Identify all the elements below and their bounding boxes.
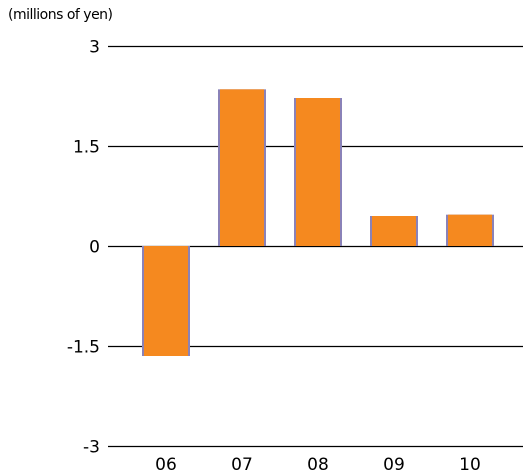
bar	[448, 214, 492, 246]
y-tick-label: -1.5	[67, 338, 100, 358]
bar	[144, 246, 188, 356]
bar	[220, 89, 264, 246]
y-tick-label: 0	[89, 238, 100, 258]
x-tick-label: 10	[459, 455, 481, 475]
x-tick-label: 06	[155, 455, 177, 475]
y-tick-label: -3	[83, 438, 100, 458]
unit-label: (millions of yen)	[8, 7, 113, 23]
x-tick-labels: 06 07 08 09 10	[155, 455, 481, 475]
x-tick-label: 09	[383, 455, 405, 475]
x-tick-label: 07	[231, 455, 253, 475]
y-tick-labels: 3 1.5 0 -1.5 -3	[67, 38, 100, 458]
y-tick-label: 3	[89, 38, 100, 58]
y-tick-label: 1.5	[73, 138, 100, 158]
bar	[296, 98, 340, 246]
bars-layer	[142, 89, 494, 356]
x-tick-label: 08	[307, 455, 329, 475]
bar	[372, 216, 416, 246]
